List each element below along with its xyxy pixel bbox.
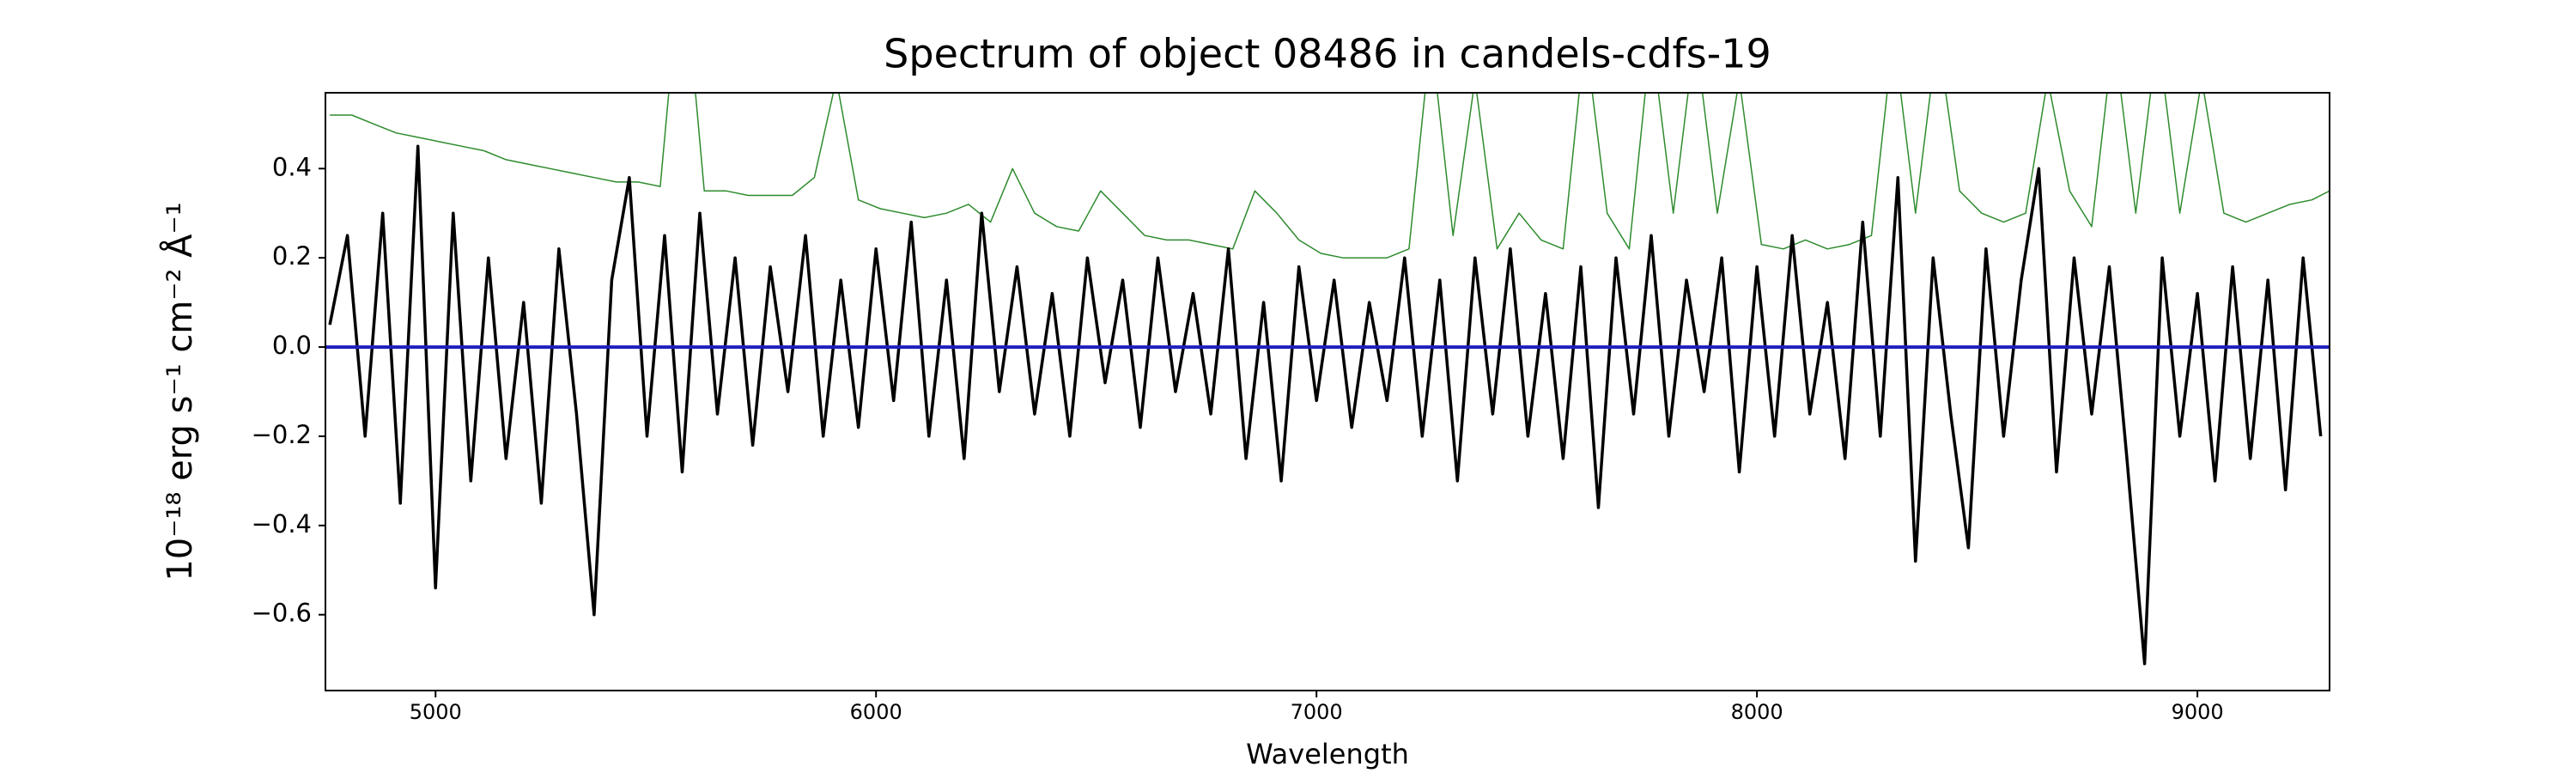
y-tick-label: −0.4: [252, 509, 312, 539]
x-tick-label: 7000: [1291, 700, 1343, 724]
x-tick-label: 5000: [410, 700, 462, 724]
y-axis-label: 10⁻¹⁸ erg s⁻¹ cm⁻² Å⁻¹: [159, 202, 200, 581]
chart-title: Spectrum of object 08486 in candels-cdfs…: [884, 31, 1771, 77]
spectrum-line: [328, 144, 2323, 666]
y-tick-label: 0.2: [272, 241, 312, 271]
y-tick-label: −0.6: [252, 599, 312, 628]
x-tick-label: 6000: [850, 700, 902, 724]
axes-frame: [325, 92, 2330, 691]
y-tick-label: 0.4: [272, 152, 312, 181]
y-tick-label: 0.0: [272, 331, 312, 360]
x-axis-label: Wavelength: [1246, 738, 1409, 770]
spectrum-line: [330, 93, 2330, 259]
x-tick-label: 9000: [2172, 700, 2224, 724]
y-tick-label: −0.2: [252, 420, 312, 449]
plot-area: [325, 93, 2330, 666]
x-tick-label: 8000: [1731, 700, 1783, 724]
